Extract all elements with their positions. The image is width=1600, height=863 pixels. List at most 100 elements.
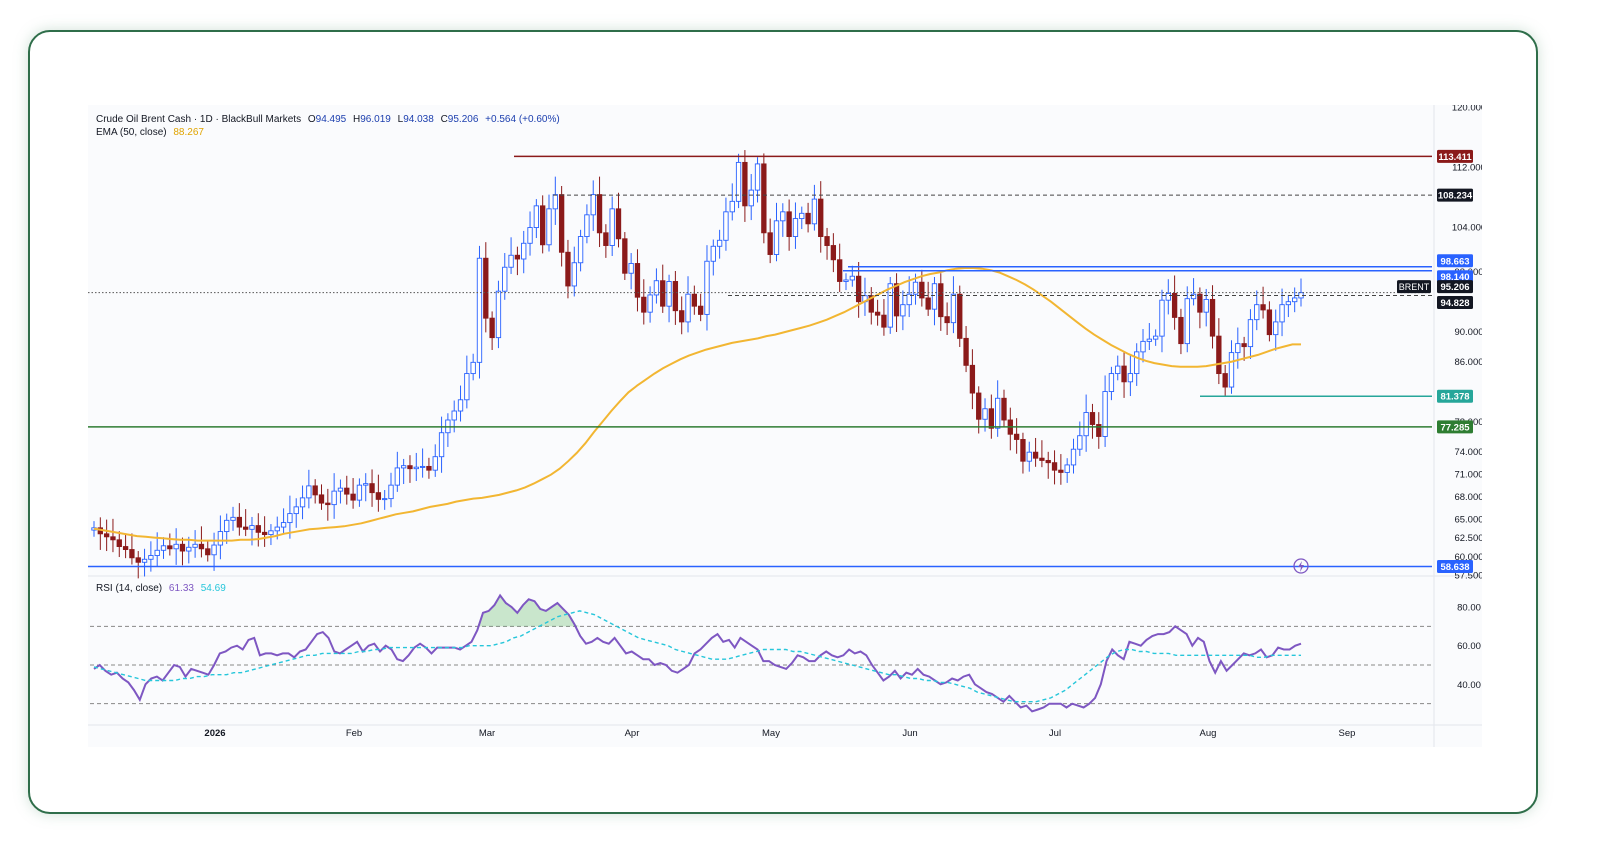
rsi-tick-label: 80.00 [1457, 603, 1481, 614]
candle-body [1051, 462, 1058, 471]
candle-body [1235, 343, 1241, 354]
candle [1115, 355, 1121, 381]
candle-body [1083, 412, 1089, 437]
candle [318, 484, 325, 510]
candle-body [615, 208, 622, 240]
candle-body [268, 530, 274, 536]
price-tag-bg [1437, 188, 1473, 202]
candle-body [186, 546, 192, 552]
candle-body [716, 239, 723, 247]
legend-o-label: O [307, 114, 316, 125]
candle-body [236, 516, 243, 528]
candle [571, 246, 577, 297]
candle [565, 239, 571, 299]
price-tag-bg [1437, 559, 1473, 573]
price-tag-label: 108.234 [1438, 191, 1473, 202]
candle [1247, 309, 1254, 359]
price-tag-current-price: 95.206 [1437, 280, 1473, 294]
candle-body [179, 543, 186, 552]
candle [653, 268, 660, 304]
candle [464, 355, 470, 409]
price-tag-bg [1437, 295, 1473, 309]
price-tag-bg [1437, 270, 1473, 284]
candle-body [1178, 316, 1184, 345]
candle-body [1209, 298, 1216, 337]
candle [1070, 438, 1077, 474]
ema-50-line [93, 267, 1301, 542]
candle-body [792, 218, 799, 237]
candle-body [331, 490, 337, 506]
candle [1134, 343, 1140, 386]
price-tick-label: 57.500 [1454, 571, 1482, 582]
price-tag-label: 113.411 [1438, 152, 1472, 163]
candle [969, 349, 976, 410]
candle [767, 218, 773, 264]
candle-body [1184, 298, 1190, 345]
candle-body [1064, 464, 1070, 473]
candle-body [1140, 340, 1146, 353]
candle [748, 174, 754, 221]
candle-body [900, 304, 906, 317]
legend-close: 95.206 [447, 114, 479, 125]
candle [287, 495, 293, 539]
legend-high: 96.019 [360, 114, 391, 125]
candle [514, 246, 521, 276]
candle-body [881, 314, 887, 328]
candle-body [596, 194, 603, 234]
candle-body [925, 297, 931, 310]
legend-c-label: C [440, 114, 448, 125]
time-tick-label: Apr [625, 728, 640, 739]
ema-legend: EMA (50, close) 88.267 [96, 127, 208, 138]
candle-body [660, 280, 666, 307]
candle [230, 506, 236, 531]
candle-body [584, 214, 590, 237]
candle-body [1001, 397, 1007, 421]
candle [432, 444, 438, 477]
candle-body [1089, 412, 1096, 425]
candle-body [217, 531, 224, 546]
candle-body [344, 487, 350, 495]
candle [957, 285, 963, 347]
candle [1260, 286, 1266, 319]
candle [173, 528, 179, 565]
chart-bg [88, 105, 1482, 747]
candle [205, 540, 211, 562]
candle [881, 299, 887, 336]
candle [1222, 364, 1228, 396]
candle [704, 245, 710, 331]
candle [1216, 318, 1222, 385]
candle-body [609, 208, 615, 246]
candle [476, 245, 483, 379]
chart-canvas[interactable]: 120.000112.000104.00098.00090.00086.0007… [88, 105, 1482, 747]
candle-body [1159, 299, 1165, 337]
candle-body [1096, 424, 1102, 437]
ema-value: 88.267 [173, 127, 204, 138]
candle-body [590, 194, 596, 216]
rsi-tick-label: 40.00 [1457, 680, 1481, 691]
symbol-tag-bg [1397, 280, 1431, 294]
candle [1241, 336, 1247, 361]
candle-body [988, 408, 995, 429]
candle [786, 199, 792, 251]
candle-body [982, 408, 988, 420]
candle [141, 548, 148, 577]
legend-h-label: H [353, 114, 361, 125]
candle-body [325, 502, 331, 506]
candle-body [603, 232, 609, 246]
chart-area[interactable]: 120.000112.000104.00098.00090.00086.0007… [88, 105, 1482, 747]
candle-body [527, 227, 533, 244]
candle [723, 197, 729, 251]
candle [129, 533, 135, 565]
candle-body [811, 198, 818, 225]
candle-body [1247, 319, 1254, 348]
candle [306, 469, 312, 509]
candle [830, 233, 837, 273]
time-tick-label: Jul [1049, 728, 1061, 739]
candle [179, 537, 186, 566]
candle [925, 281, 931, 316]
candle [419, 448, 426, 478]
candle-body [1121, 365, 1127, 383]
candle-body [729, 200, 735, 213]
candle-body [742, 161, 748, 207]
candle [1279, 288, 1285, 337]
